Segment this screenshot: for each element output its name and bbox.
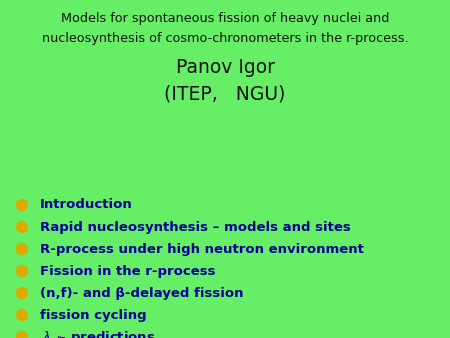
Text: Rapid nucleosynthesis – models and sites: Rapid nucleosynthesis – models and sites (40, 220, 351, 234)
Text: (ITEP,   NGU): (ITEP, NGU) (164, 84, 286, 103)
Text: Introduction: Introduction (40, 198, 133, 212)
Text: Models for spontaneous fission of heavy nuclei and: Models for spontaneous fission of heavy … (61, 12, 389, 25)
Circle shape (17, 310, 27, 320)
Circle shape (17, 221, 27, 233)
Text: nucleosynthesis of cosmo-chronometers in the r-process.: nucleosynthesis of cosmo-chronometers in… (42, 32, 408, 45)
Circle shape (17, 266, 27, 276)
Text: Panov Igor: Panov Igor (176, 58, 274, 77)
Text: fission cycling: fission cycling (40, 309, 147, 321)
Text: $\lambda_{sf}$– predictions: $\lambda_{sf}$– predictions (42, 329, 156, 338)
Circle shape (17, 288, 27, 298)
Circle shape (17, 243, 27, 255)
Text: R-process under high neutron environment: R-process under high neutron environment (40, 242, 364, 256)
Circle shape (17, 332, 27, 338)
Text: Fission in the r-process: Fission in the r-process (40, 265, 216, 277)
Circle shape (17, 199, 27, 211)
Text: (n,f)- and β-delayed fission: (n,f)- and β-delayed fission (40, 287, 243, 299)
